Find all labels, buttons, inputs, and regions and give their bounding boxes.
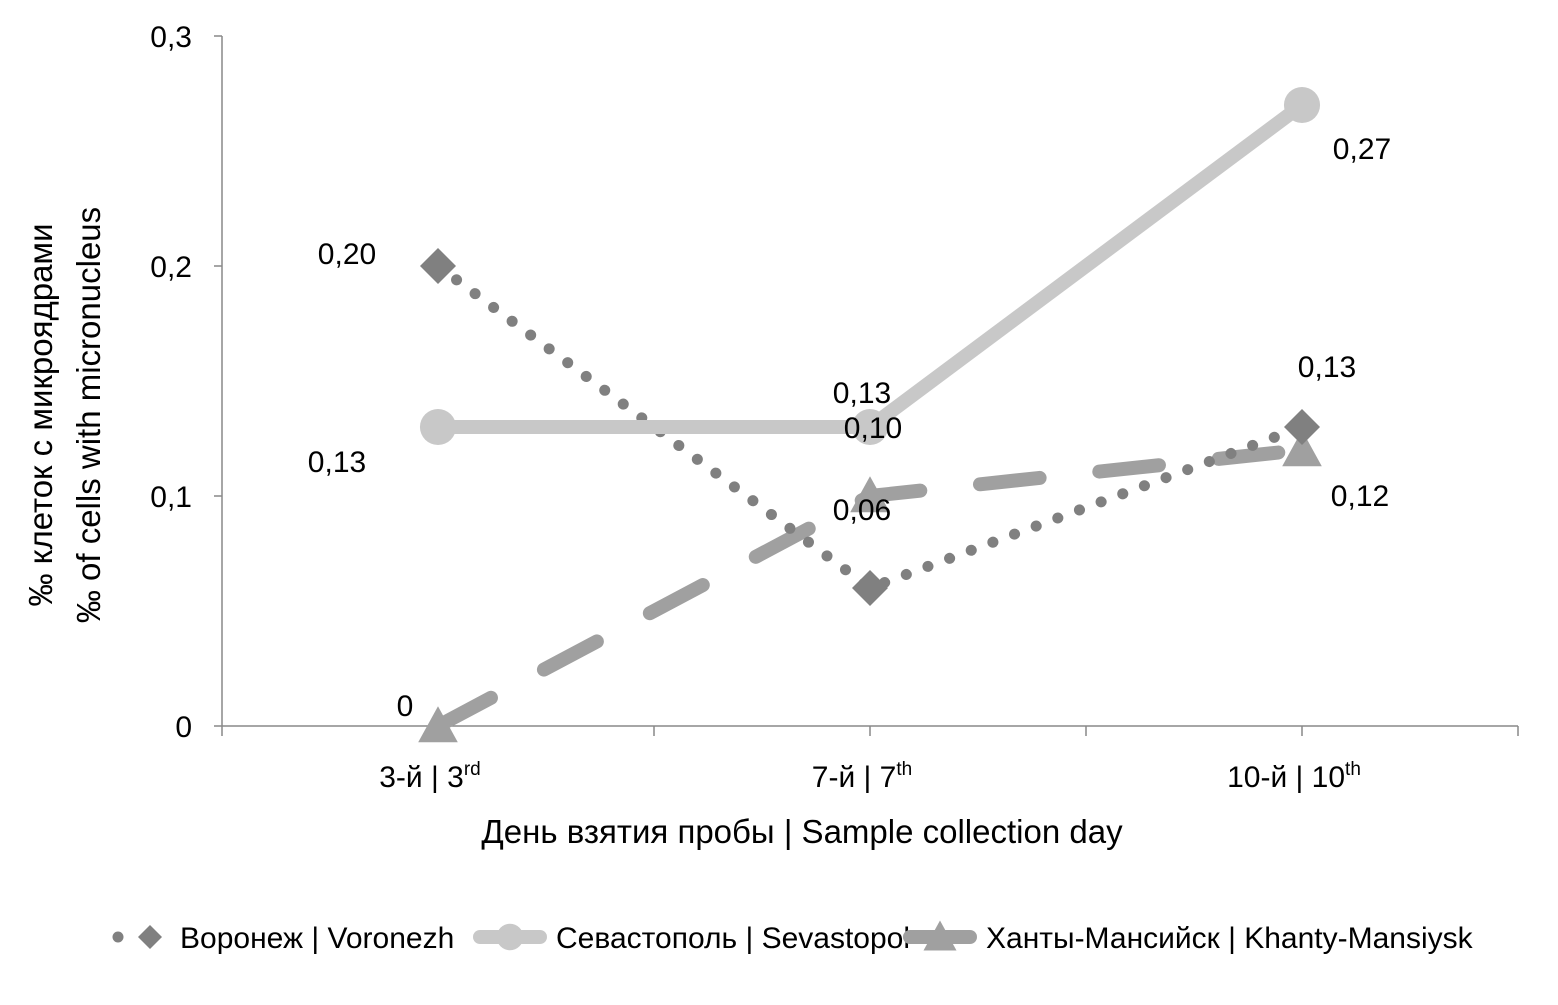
data-point-circle	[1283, 86, 1321, 124]
x-tick-label: 7-й | 7th	[812, 759, 912, 794]
series-lines	[418, 86, 1322, 743]
data-point-triangle	[1282, 430, 1322, 467]
data-point-triangle	[850, 476, 890, 513]
legend-label: Воронеж | Voronezh	[180, 922, 454, 955]
data-label: 0,10	[844, 412, 902, 445]
y-tick-label: 0,1	[150, 481, 192, 514]
axes: 0 0,1 0,2 0,3 3-й | 3rd 7-й | 7th 10-й | 10th	[150, 21, 1519, 794]
legend-item: Воронеж | Voronezh	[112, 922, 454, 955]
legend-dot	[112, 931, 124, 943]
x-axis-title: День взятия пробы | Sample collection da…	[481, 813, 1123, 850]
data-point-circle	[496, 923, 524, 951]
legend-label: Севастополь | Sevastopol	[556, 922, 910, 955]
legend: Воронеж | Voronezh Севастополь | Sevastop…	[112, 920, 1474, 955]
data-point-triangle	[923, 920, 957, 951]
data-point-triangle	[418, 706, 458, 743]
data-point-diamond	[852, 570, 888, 606]
data-label: 0,12	[1331, 480, 1389, 513]
series-line-0	[432, 260, 1308, 594]
data-label: 0,13	[308, 446, 366, 479]
data-labels: 0 0,10 0,12 0,20 0,06 0,13 0,13 0,13 0,27	[308, 133, 1391, 723]
data-label: 0,27	[1333, 133, 1391, 166]
legend-item: Ханты-Мансийск | Khanty-Mansiysk	[903, 920, 1474, 955]
y-tick-label: 0,2	[150, 251, 192, 284]
x-tick-label: 3-й | 3rd	[379, 759, 481, 794]
data-point-circle	[419, 408, 457, 446]
data-point-diamond	[138, 925, 162, 949]
data-point-circle	[851, 408, 889, 446]
data-point-diamond	[1284, 409, 1320, 445]
y-tick-label: 0	[175, 711, 192, 744]
data-label: 0,06	[833, 494, 891, 527]
legend-label: Ханты-Мансийск | Khanty-Mansiysk	[986, 922, 1474, 955]
y-axis-title-en: ‰ of cells with micronucleus	[70, 207, 107, 623]
legend-item: Севастополь | Sevastopol	[473, 922, 910, 955]
data-point-diamond	[420, 248, 456, 284]
data-label: 0,13	[833, 377, 891, 410]
y-tick-label: 0,3	[150, 21, 192, 54]
x-tick-label: 10-й | 10th	[1227, 759, 1361, 794]
data-label: 0,13	[1298, 351, 1356, 384]
data-label: 0,20	[318, 238, 376, 271]
y-axis-title-ru: ‰ клеток с микроядрами	[22, 223, 59, 606]
data-label: 0	[397, 690, 414, 723]
